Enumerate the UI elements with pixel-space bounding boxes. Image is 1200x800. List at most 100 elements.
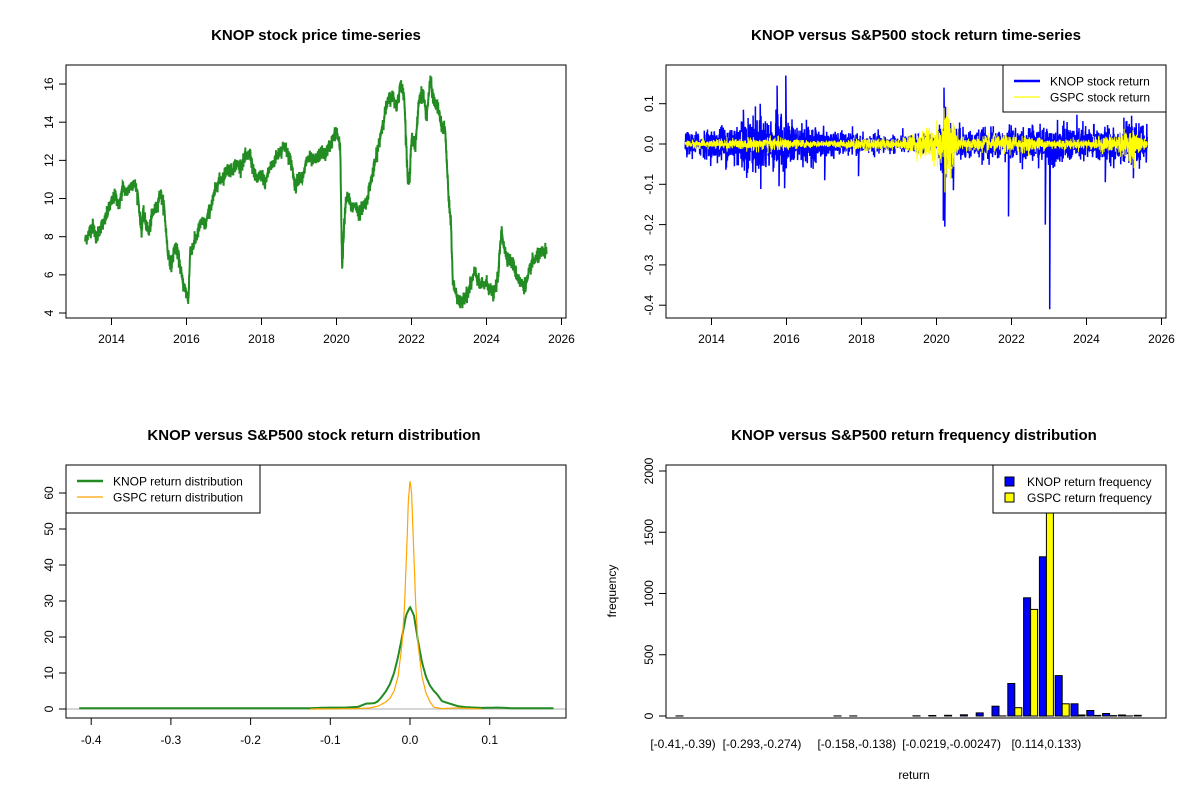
price-y-axis: 4 6 8 10 12 14 16 — [42, 77, 66, 316]
knop-frequency-bar — [991, 705, 1000, 717]
y-tick-label: -0.3 — [642, 254, 656, 275]
y-tick-label: 4 — [42, 309, 56, 316]
histogram-plot-frame — [665, 464, 1167, 719]
x-tick-label: -0.3 — [161, 733, 182, 747]
knop-frequency-bar — [944, 714, 953, 717]
x-tick-label: 2016 — [173, 332, 200, 346]
return-ts-chart-title: KNOP versus S&P500 stock return time-ser… — [751, 27, 1081, 44]
x-tick-label: 2022 — [398, 332, 425, 346]
density-chart-title: KNOP versus S&P500 stock return distribu… — [147, 427, 480, 444]
knop-frequency-bar — [975, 712, 984, 717]
return-ts-legend: KNOP stock return GSPC stock return — [1002, 64, 1167, 113]
knop-frequency-bar — [959, 714, 968, 717]
return-ts-legend-box — [1002, 64, 1167, 113]
x-tick-label: 0.0 — [402, 733, 419, 747]
x-tick-label: [-0.158,-0.138) — [817, 737, 896, 751]
y-tick-label: 2000 — [642, 457, 656, 484]
x-tick-label: 2026 — [1148, 332, 1175, 346]
x-tick-label: 2026 — [548, 332, 575, 346]
return-ts-panel: KNOP versus S&P500 stock return time-ser… — [642, 27, 1175, 346]
price-panel: KNOP stock price time-series 2014 2016 201… — [42, 27, 575, 346]
x-tick-label: 2018 — [248, 332, 275, 346]
legend-label-knop-frequency: KNOP return frequency — [1027, 475, 1152, 489]
histogram-y-axis-label: frequency — [605, 565, 619, 618]
knop-frequency-bar — [1054, 675, 1063, 717]
x-tick-label: [-0.41,-0.39) — [650, 737, 715, 751]
x-tick-label: 0.1 — [481, 733, 498, 747]
legend-label-knop-density: KNOP return distribution — [113, 475, 243, 489]
x-tick-label: 2022 — [998, 332, 1025, 346]
histogram-plot-area — [675, 471, 1142, 717]
x-tick-label: 2014 — [698, 332, 725, 346]
y-tick-label: 0.1 — [642, 95, 656, 112]
knop-frequency-bar — [1133, 714, 1142, 717]
knop-price-line — [84, 75, 548, 309]
density-x-axis: -0.4 -0.3 -0.2 -0.1 0.0 0.1 — [81, 717, 498, 747]
gspc-return-line — [684, 106, 1148, 193]
knop-frequency-bar — [1117, 714, 1126, 717]
x-tick-label: [-0.293,-0.274) — [723, 737, 802, 751]
y-tick-label: 30 — [42, 594, 56, 608]
density-y-axis: 0 10 20 30 40 50 60 — [42, 486, 66, 712]
legend-swatch-knop-frequency — [1004, 476, 1015, 487]
gspc-frequency-bar — [1061, 703, 1070, 717]
return-ts-plot-area — [684, 75, 1148, 310]
knop-density-line — [79, 605, 554, 710]
density-legend-box — [65, 464, 261, 514]
histogram-legend: KNOP return frequency GSPC return freque… — [992, 464, 1167, 514]
y-tick-label: 0.0 — [642, 135, 656, 152]
y-tick-label: 60 — [42, 486, 56, 500]
y-tick-label: -0.1 — [642, 174, 656, 195]
x-tick-label: 2020 — [323, 332, 350, 346]
y-tick-label: 50 — [42, 522, 56, 536]
x-tick-label: 2020 — [923, 332, 950, 346]
y-tick-label: 20 — [42, 630, 56, 644]
legend-swatch-gspc-frequency — [1004, 492, 1015, 503]
density-legend: KNOP return distribution GSPC return dis… — [65, 464, 261, 514]
x-tick-label: 2024 — [1073, 332, 1100, 346]
gspc-frequency-bar — [1077, 714, 1086, 717]
legend-label-gspc-frequency: GSPC return frequency — [1027, 491, 1152, 505]
price-x-axis: 2014 2016 2018 2020 2022 2024 2026 — [98, 317, 575, 346]
knop-frequency-bar — [1023, 597, 1032, 717]
y-tick-label: 8 — [42, 233, 56, 240]
histogram-x-axis: [-0.41,-0.39) [-0.293,-0.274) [-0.158,-0.1… — [650, 737, 1081, 751]
knop-frequency-bar — [1038, 556, 1047, 717]
density-plot-area — [66, 481, 566, 710]
histogram-panel: KNOP versus S&P500 return frequency dist… — [605, 427, 1167, 782]
gspc-frequency-bar — [1030, 608, 1039, 717]
y-tick-label: 0 — [42, 705, 56, 712]
knop-frequency-bar — [1086, 710, 1095, 717]
histogram-x-axis-label: return — [898, 768, 929, 782]
price-plot-frame — [65, 64, 567, 319]
y-tick-label: 500 — [642, 644, 656, 664]
legend-label-gspc-density: GSPC return distribution — [113, 491, 243, 505]
legend-label-gspc-return: GSPC stock return — [1050, 91, 1150, 105]
x-tick-label: [0.114,0.133) — [1011, 737, 1081, 751]
y-tick-label: 6 — [42, 271, 56, 278]
knop-frequency-bar — [1007, 683, 1016, 717]
histogram-chart-title: KNOP versus S&P500 return frequency dist… — [731, 427, 1097, 444]
return-ts-x-axis: 2014 2016 2018 2020 2022 2024 2026 — [698, 317, 1175, 346]
y-tick-label: 0 — [642, 712, 656, 719]
density-panel: KNOP versus S&P500 stock return distribu… — [42, 427, 567, 747]
knop-return-line — [684, 75, 1148, 310]
gspc-density-line — [310, 481, 482, 710]
y-tick-label: 16 — [42, 77, 56, 91]
knop-frequency-bar — [1102, 713, 1111, 717]
knop-frequency-bar — [1070, 703, 1079, 717]
y-tick-label: 10 — [42, 666, 56, 680]
histogram-y-axis: 0 500 1000 1500 2000 — [642, 457, 666, 719]
x-tick-label: -0.1 — [320, 733, 341, 747]
return-ts-y-axis: -0.4 -0.3 -0.2 -0.1 0.0 0.1 — [642, 95, 666, 316]
y-tick-label: 12 — [42, 153, 56, 167]
x-tick-label: 2016 — [773, 332, 800, 346]
price-plot-area — [84, 75, 548, 309]
y-tick-label: 40 — [42, 558, 56, 572]
price-chart-title: KNOP stock price time-series — [211, 27, 421, 44]
x-tick-label: -0.2 — [240, 733, 261, 747]
x-tick-label: -0.4 — [81, 733, 102, 747]
y-tick-label: 10 — [42, 192, 56, 206]
y-tick-label: 14 — [42, 115, 56, 129]
